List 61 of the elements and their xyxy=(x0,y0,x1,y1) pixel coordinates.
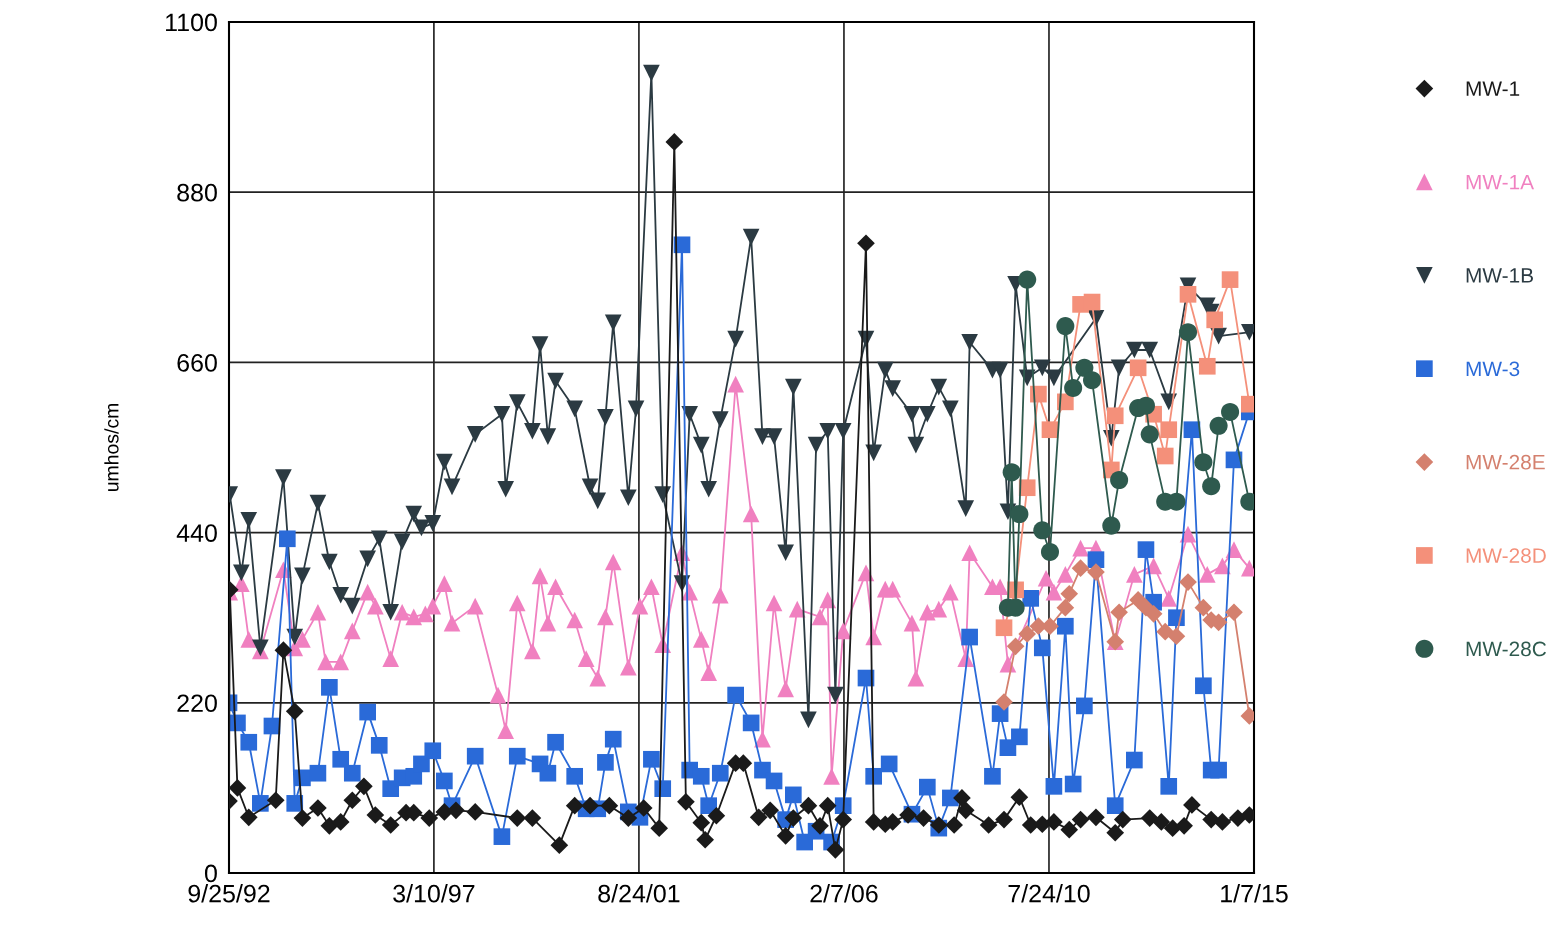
point xyxy=(1010,505,1029,524)
point xyxy=(1002,463,1021,482)
x-tick-label: 9/25/92 xyxy=(188,884,270,903)
legend-label: MW-1B xyxy=(1466,268,1533,283)
point xyxy=(1102,516,1121,535)
point xyxy=(1156,447,1174,465)
point xyxy=(1006,637,1025,656)
point xyxy=(1156,622,1175,641)
point xyxy=(1129,359,1147,377)
point xyxy=(1198,357,1216,375)
point xyxy=(1083,371,1102,390)
point xyxy=(1167,627,1186,646)
legend-label: MW-28C xyxy=(1466,641,1547,657)
legend-label: MW-3 xyxy=(1466,361,1520,377)
y-tick-label: 440 xyxy=(176,524,217,542)
y-axis-title: umhos/cm xyxy=(104,403,119,492)
point xyxy=(1060,584,1079,603)
point xyxy=(1064,378,1083,397)
point xyxy=(1179,573,1197,591)
point xyxy=(1106,407,1124,425)
point xyxy=(1018,270,1037,289)
point xyxy=(1221,402,1240,421)
y-tick-label: 1100 xyxy=(166,13,217,32)
x-tick-label: 3/10/97 xyxy=(393,884,475,903)
point xyxy=(1033,521,1052,540)
x-tick-label: 2/7/06 xyxy=(810,884,878,903)
point xyxy=(995,619,1013,637)
point xyxy=(1194,453,1213,472)
point xyxy=(1160,421,1178,439)
x-tick-label: 8/24/01 xyxy=(598,884,680,903)
y-tick-label: 880 xyxy=(177,183,217,202)
point xyxy=(1056,317,1075,336)
point xyxy=(1209,416,1228,435)
point xyxy=(1178,323,1198,342)
point xyxy=(1206,311,1224,329)
point xyxy=(1225,603,1243,622)
y-tick-label: 220 xyxy=(177,694,217,713)
point xyxy=(1194,598,1213,617)
point xyxy=(995,693,1013,711)
y-tick-label: 0 xyxy=(204,864,217,883)
x-tick-label: 7/24/10 xyxy=(1008,884,1090,903)
legend-label: MW-28E xyxy=(1466,454,1545,470)
legend-label: MW-28D xyxy=(1466,548,1546,563)
point xyxy=(1087,563,1105,581)
point xyxy=(1221,271,1239,288)
point xyxy=(1083,293,1101,311)
legend-label: MW-1A xyxy=(1466,174,1535,190)
y-tick-label: 660 xyxy=(177,354,217,372)
x-tick-label: 1/7/15 xyxy=(1221,884,1288,903)
legend-label: MW-1 xyxy=(1466,81,1520,96)
point xyxy=(1018,625,1037,643)
point xyxy=(1110,603,1128,622)
point xyxy=(1040,542,1060,561)
point xyxy=(1041,421,1059,439)
point xyxy=(1179,285,1197,303)
point xyxy=(1144,604,1163,623)
point xyxy=(1071,559,1090,578)
point xyxy=(1110,470,1129,490)
point xyxy=(1202,477,1221,496)
point xyxy=(1140,425,1159,444)
point xyxy=(1056,598,1075,617)
